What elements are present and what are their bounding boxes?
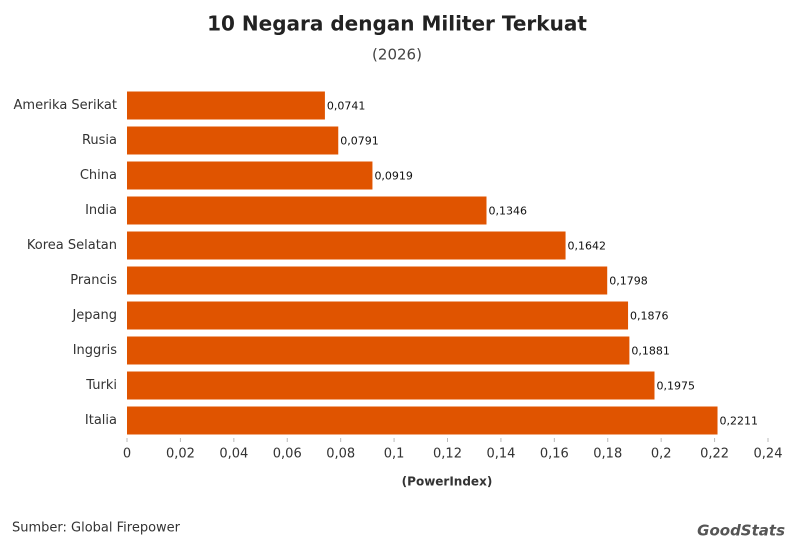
x-axis-label: (PowerIndex): [402, 475, 493, 489]
value-label: 0,1642: [568, 240, 607, 253]
x-tick-label: 0,12: [433, 447, 462, 462]
x-tick-label: 0,04: [219, 447, 248, 462]
bar: [127, 196, 487, 225]
source: Sumber: Global Firepower: [12, 521, 181, 536]
value-label: 0,0741: [327, 100, 366, 113]
x-tick-label: 0,08: [326, 447, 355, 462]
x-tick-label: 0,06: [273, 447, 302, 462]
bar: [127, 301, 629, 330]
value-label: 0,0919: [374, 170, 413, 183]
y-tick-label: Korea Selatan: [27, 238, 117, 253]
x-tick-label: 0,2: [651, 447, 672, 462]
y-tick-label: Inggris: [73, 343, 118, 358]
bar: [127, 161, 373, 190]
y-tick-label: India: [85, 203, 117, 218]
y-tick-label: Jepang: [71, 308, 117, 323]
y-tick-label: Prancis: [70, 273, 117, 288]
x-tick-label: 0: [123, 447, 131, 462]
value-label: 0,1798: [609, 275, 648, 288]
bar: [127, 371, 655, 400]
value-label: 0,0791: [340, 135, 379, 148]
value-label: 0,2211: [720, 415, 759, 428]
bar: [127, 406, 718, 435]
x-tick-label: 0,24: [754, 447, 783, 462]
value-label: 0,1975: [656, 380, 695, 393]
x-tick-label: 0,22: [700, 447, 729, 462]
bar: [127, 336, 630, 365]
y-tick-label: Turki: [85, 378, 117, 393]
bar: [127, 231, 566, 260]
value-label: 0,1346: [488, 205, 526, 218]
y-tick-label: China: [80, 168, 117, 183]
chart-title: 10 Negara dengan Militer Terkuat: [207, 12, 587, 36]
y-tick-label: Italia: [85, 413, 117, 428]
brand-logo: GoodStats: [697, 522, 785, 540]
bar: [127, 126, 339, 155]
x-tick-label: 0,18: [593, 447, 622, 462]
y-tick-label: Rusia: [82, 133, 117, 148]
chart-subtitle: (2026): [372, 46, 422, 64]
x-tick-label: 0,02: [166, 447, 195, 462]
x-tick-label: 0,1: [384, 447, 405, 462]
x-tick-label: 0,16: [540, 447, 569, 462]
bar: [127, 91, 325, 120]
value-label: 0,1876: [630, 310, 669, 323]
bar: [127, 266, 608, 295]
x-tick-label: 0,14: [486, 447, 515, 462]
value-label: 0,1881: [631, 345, 670, 358]
y-tick-label: Amerika Serikat: [14, 98, 117, 113]
